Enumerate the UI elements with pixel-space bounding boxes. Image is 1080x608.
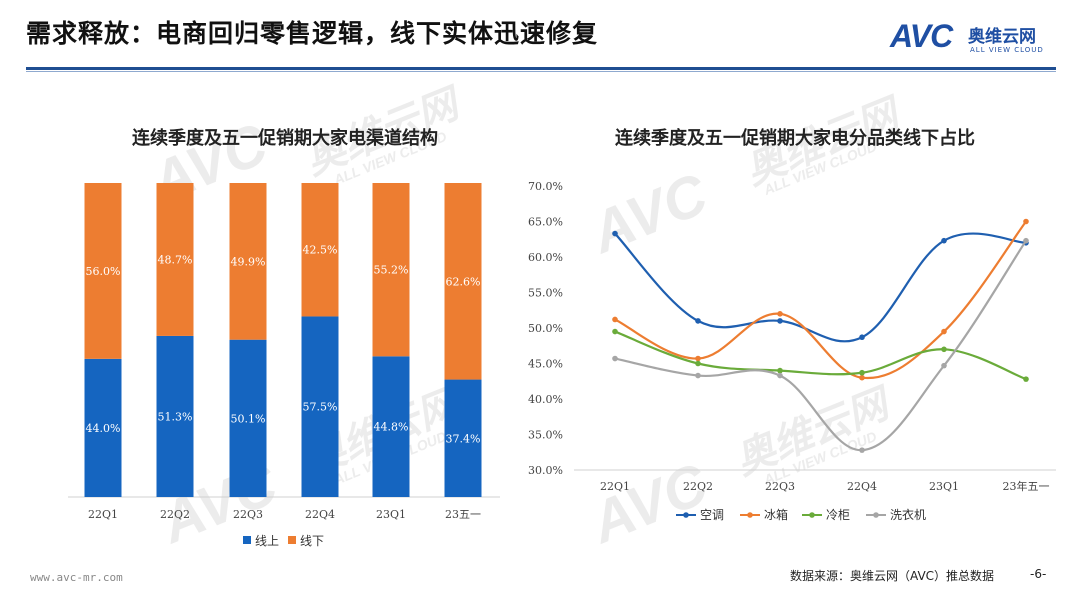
page-title: 需求释放：电商回归零售逻辑，线下实体迅速修复 — [26, 19, 599, 48]
line-point — [859, 447, 865, 453]
brand-logo: AVC 奥维云网 ALL VIEW CLOUD — [890, 16, 1060, 60]
line-series-3 — [614, 330, 1027, 381]
line-legend-marker — [683, 512, 689, 518]
line-category-label: 22Q1 — [600, 480, 630, 493]
logo-cn-text: 奥维云网 — [968, 27, 1036, 47]
line-category-label: 22Q2 — [683, 480, 713, 493]
bar-online — [229, 339, 267, 497]
bar-label-offline: 49.9% — [231, 255, 266, 268]
line-point — [1023, 376, 1029, 382]
line-legend-label: 空调 — [700, 508, 724, 522]
bar-category-label: 23五一 — [445, 508, 481, 521]
line-y-tick-label: 40.0% — [528, 393, 563, 406]
header-divider-thin — [26, 71, 1056, 72]
page-number: -6- — [1030, 567, 1047, 581]
line-point — [777, 311, 783, 317]
line-point — [612, 328, 618, 335]
bar-category-label: 22Q1 — [88, 508, 118, 521]
line-point — [941, 328, 947, 335]
line-y-tick-label: 50.0% — [528, 322, 563, 335]
line-point — [777, 367, 783, 374]
line-y-tick-label: 65.0% — [528, 216, 563, 229]
bar-offline — [372, 183, 410, 357]
line-point — [612, 355, 618, 362]
bar-category-label: 22Q2 — [160, 508, 190, 521]
bar-label-online: 44.0% — [86, 422, 121, 435]
bar-offline — [84, 183, 122, 359]
bar-offline — [301, 183, 339, 317]
bar-label-online: 37.4% — [446, 432, 481, 445]
legend-label-offline: 线下 — [300, 534, 324, 548]
line-legend-label: 冷柜 — [826, 508, 850, 522]
bar-label-online: 57.5% — [303, 401, 338, 414]
bar-chart-title: 连续季度及五一促销期大家电渠道结构 — [132, 128, 438, 149]
line-point — [612, 230, 618, 237]
line-chart-title: 连续季度及五一促销期大家电分品类线下占比 — [615, 128, 975, 149]
line-point — [941, 346, 947, 353]
bar-category-label: 22Q4 — [305, 508, 335, 521]
bar-online — [156, 335, 194, 497]
bar-label-online: 44.8% — [374, 421, 409, 434]
bar-online — [301, 316, 339, 497]
line-legend-marker — [809, 512, 815, 518]
line-point — [612, 316, 618, 323]
bar-offline — [444, 183, 482, 380]
line-point — [695, 355, 701, 362]
line-point — [859, 334, 865, 341]
line-point — [777, 372, 783, 379]
line-point — [695, 318, 701, 324]
line-point — [777, 318, 783, 324]
logo-avc-text: AVC — [890, 18, 953, 54]
bar-label-offline: 48.7% — [158, 253, 193, 266]
legend-swatch-offline — [288, 536, 296, 544]
line-category-label: 22Q4 — [847, 480, 877, 493]
line-category-label: 22Q3 — [765, 480, 795, 493]
bar-category-label: 23Q1 — [376, 508, 406, 521]
line-y-tick-label: 60.0% — [528, 251, 563, 264]
bar-label-offline: 55.2% — [374, 264, 409, 277]
line-series-1 — [614, 232, 1027, 343]
header-divider — [26, 67, 1056, 70]
line-legend-label: 洗衣机 — [890, 507, 926, 522]
bar-offline — [229, 183, 267, 340]
footer-url: www.avc-mr.com — [30, 571, 123, 584]
bar-label-online: 50.1% — [231, 412, 266, 425]
line-point — [859, 369, 865, 376]
line-category-label: 23Q1 — [929, 480, 959, 493]
bar-label-offline: 42.5% — [303, 244, 338, 257]
line-point — [695, 372, 701, 379]
line-y-tick-label: 70.0% — [528, 180, 563, 193]
legend-label-online: 线上 — [255, 534, 279, 548]
line-legend-label: 冰箱 — [764, 507, 788, 522]
line-legend-marker — [873, 512, 879, 518]
line-point — [1023, 237, 1029, 244]
footer-source: 数据来源：奥维云网（AVC）推总数据 — [790, 569, 995, 583]
line-point — [941, 237, 947, 244]
line-y-tick-label: 30.0% — [528, 464, 563, 477]
line-y-tick-label: 45.0% — [528, 358, 563, 371]
bar-online — [84, 358, 122, 497]
bar-label-offline: 62.6% — [446, 275, 481, 288]
legend-swatch-online — [243, 536, 251, 544]
line-series-2 — [614, 220, 1027, 380]
bar-offline — [156, 183, 194, 336]
bar-online — [444, 379, 482, 497]
line-legend-marker — [747, 512, 753, 518]
bar-online — [372, 356, 410, 497]
line-y-tick-label: 35.0% — [528, 429, 563, 442]
line-point — [859, 374, 865, 381]
bar-label-online: 51.3% — [158, 410, 193, 423]
line-point — [941, 362, 947, 369]
logo-en-text: ALL VIEW CLOUD — [970, 46, 1044, 54]
bar-label-offline: 56.0% — [86, 265, 121, 278]
line-category-label: 23年五一 — [1003, 479, 1050, 493]
line-point — [695, 360, 701, 367]
line-point — [1023, 218, 1029, 225]
bar-category-label: 22Q3 — [233, 508, 263, 521]
line-y-tick-label: 55.0% — [528, 287, 563, 300]
